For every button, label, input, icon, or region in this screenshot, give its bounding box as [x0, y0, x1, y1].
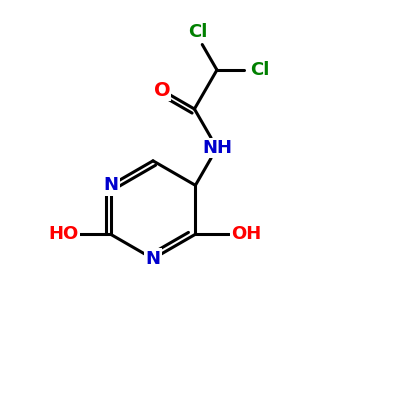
Text: OH: OH	[231, 225, 262, 243]
Text: Cl: Cl	[250, 61, 270, 79]
Text: NH: NH	[202, 139, 232, 157]
Text: N: N	[103, 176, 118, 194]
Text: N: N	[146, 250, 160, 268]
Text: O: O	[154, 81, 170, 100]
Text: HO: HO	[48, 225, 79, 243]
Text: Cl: Cl	[188, 23, 207, 41]
